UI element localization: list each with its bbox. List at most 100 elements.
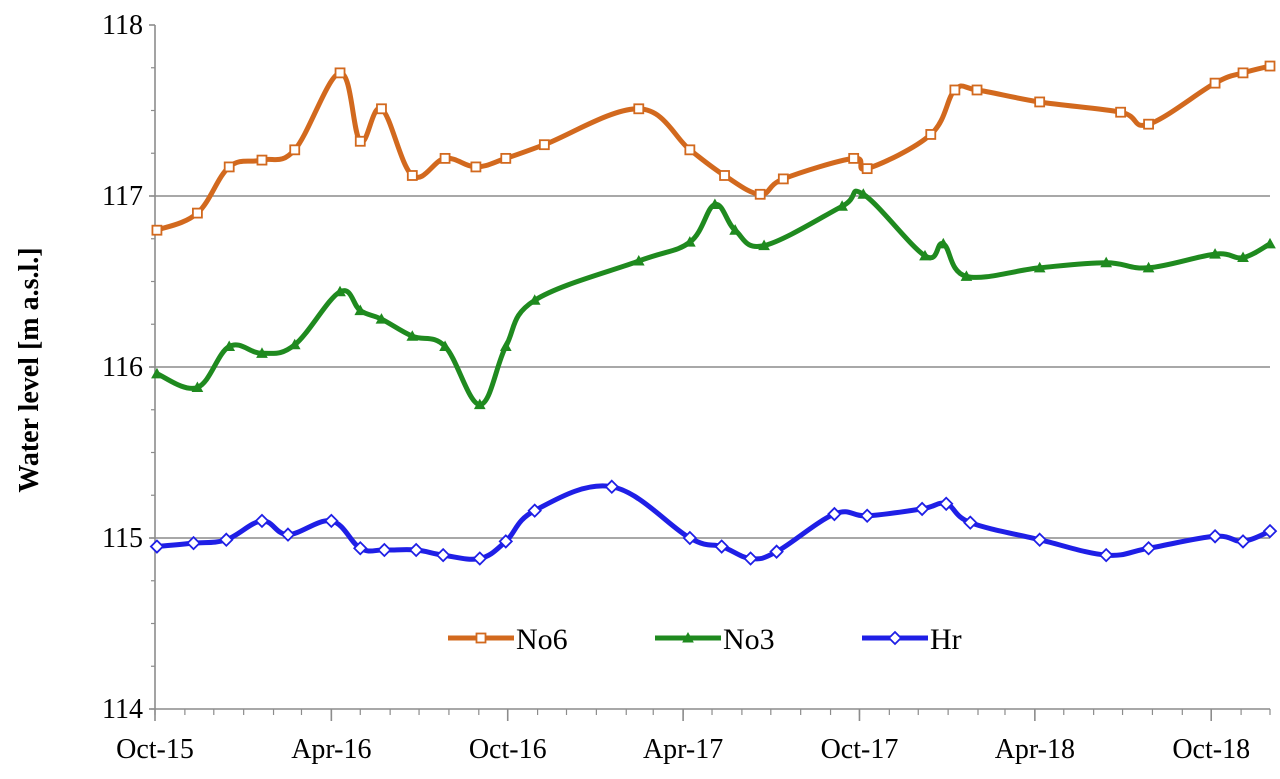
data-point-hr bbox=[254, 513, 270, 529]
data-point-no3 bbox=[960, 270, 973, 281]
data-point-no6 bbox=[538, 139, 550, 151]
data-point-no3 bbox=[528, 294, 541, 305]
data-point-no6 bbox=[949, 84, 961, 96]
legend-item-hr: Hr bbox=[862, 623, 962, 656]
data-point-no3 bbox=[1100, 256, 1113, 268]
data-point-hr bbox=[377, 542, 392, 558]
data-point-hr bbox=[914, 501, 930, 517]
data-point-hr bbox=[604, 479, 620, 494]
data-point-no3 bbox=[439, 340, 451, 351]
x-tick-label: Oct-18 bbox=[1172, 734, 1250, 765]
legend-swatch-marker bbox=[887, 630, 903, 646]
series-line-no3 bbox=[154, 188, 1273, 408]
data-point-hr bbox=[859, 508, 875, 524]
series-no3 bbox=[151, 188, 1276, 410]
data-point-no3 bbox=[256, 347, 268, 358]
legend-item-no3: No3 bbox=[655, 623, 775, 656]
x-tick-label: Oct-16 bbox=[469, 734, 547, 765]
y-tick-label: 114 bbox=[102, 694, 143, 725]
data-point-no3 bbox=[473, 398, 486, 410]
data-point-hr bbox=[324, 513, 339, 529]
data-point-no6 bbox=[406, 170, 418, 181]
data-point-hr bbox=[714, 539, 729, 554]
data-point-no6 bbox=[754, 188, 766, 200]
data-point-no3 bbox=[632, 254, 645, 266]
data-point-no6 bbox=[354, 135, 366, 147]
data-point-no6 bbox=[289, 144, 301, 156]
data-point-no6 bbox=[1034, 96, 1046, 108]
data-point-no3 bbox=[684, 236, 696, 247]
data-point-no3 bbox=[1142, 261, 1155, 273]
data-point-no3 bbox=[709, 198, 721, 210]
data-point-hr bbox=[1098, 547, 1114, 563]
gridlines bbox=[155, 195, 1270, 539]
y-tick-label: 117 bbox=[102, 181, 143, 212]
data-point-no6 bbox=[848, 152, 860, 164]
data-point-hr bbox=[186, 535, 201, 551]
data-point-no3 bbox=[1237, 251, 1249, 263]
data-point-hr bbox=[472, 551, 488, 566]
data-point-no6 bbox=[439, 152, 451, 164]
data-point-no6 bbox=[376, 103, 387, 115]
data-point-no6 bbox=[633, 103, 645, 115]
data-point-hr bbox=[769, 544, 784, 559]
data-point-no6 bbox=[971, 84, 983, 96]
data-point-no3 bbox=[729, 224, 741, 235]
data-point-no3 bbox=[499, 340, 512, 351]
data-point-no6 bbox=[500, 152, 512, 164]
y-tick-labels: 114 115 116 117 118 bbox=[102, 10, 143, 725]
y-axis-title: Water level [m a.s.l.] bbox=[14, 247, 45, 492]
data-point-no3 bbox=[354, 304, 367, 316]
data-point-hr bbox=[827, 506, 842, 522]
data-point-hr bbox=[280, 527, 296, 542]
data-point-no6 bbox=[777, 173, 789, 185]
data-point-hr bbox=[938, 496, 954, 512]
data-point-no3 bbox=[1033, 261, 1046, 273]
x-tick-label: Oct-17 bbox=[821, 734, 899, 765]
data-point-hr bbox=[149, 539, 165, 554]
data-point-hr bbox=[1032, 532, 1047, 547]
data-point-hr bbox=[1207, 529, 1223, 544]
data-point-no6 bbox=[334, 67, 346, 79]
data-point-no6 bbox=[151, 224, 163, 236]
data-point-no6 bbox=[861, 163, 873, 175]
data-point-hr bbox=[408, 542, 424, 558]
data-point-no6 bbox=[925, 129, 937, 140]
data-point-hr bbox=[1141, 540, 1156, 556]
data-point-no6 bbox=[1209, 77, 1221, 89]
legend-label: Hr bbox=[930, 623, 962, 656]
legend-label: No3 bbox=[723, 623, 775, 656]
data-point-no3 bbox=[919, 249, 931, 261]
data-point-hr bbox=[219, 532, 234, 547]
data-point-no3 bbox=[836, 200, 848, 211]
data-point-no3 bbox=[191, 381, 204, 393]
data-point-no3 bbox=[857, 188, 870, 199]
series-line-no6 bbox=[154, 63, 1273, 233]
series-hr bbox=[149, 479, 1278, 566]
data-point-no6 bbox=[256, 154, 268, 166]
legend-swatch-marker bbox=[475, 632, 487, 644]
data-point-no3 bbox=[406, 330, 419, 341]
series-no6 bbox=[151, 60, 1276, 236]
x-tick-label: Oct-15 bbox=[116, 734, 194, 765]
x-tick-label: Apr-17 bbox=[643, 734, 723, 765]
data-point-no6 bbox=[1115, 106, 1127, 118]
series-line-hr bbox=[154, 483, 1273, 562]
data-point-hr bbox=[498, 534, 514, 549]
data-point-no6 bbox=[684, 144, 696, 156]
data-point-no6 bbox=[470, 161, 482, 173]
y-tick-label: 118 bbox=[102, 10, 143, 41]
legend-label: No6 bbox=[516, 623, 568, 656]
data-point-no3 bbox=[334, 285, 346, 297]
legend-swatch-marker bbox=[682, 631, 694, 643]
data-point-no3 bbox=[1209, 248, 1221, 259]
y-tick-label: 116 bbox=[102, 352, 143, 383]
data-point-hr bbox=[435, 547, 451, 563]
data-point-no6 bbox=[1143, 118, 1154, 130]
data-point-no6 bbox=[719, 170, 730, 181]
data-point-no6 bbox=[192, 207, 203, 219]
data-point-hr bbox=[963, 515, 978, 530]
data-point-no6 bbox=[1237, 67, 1249, 79]
data-point-no3 bbox=[758, 239, 770, 251]
